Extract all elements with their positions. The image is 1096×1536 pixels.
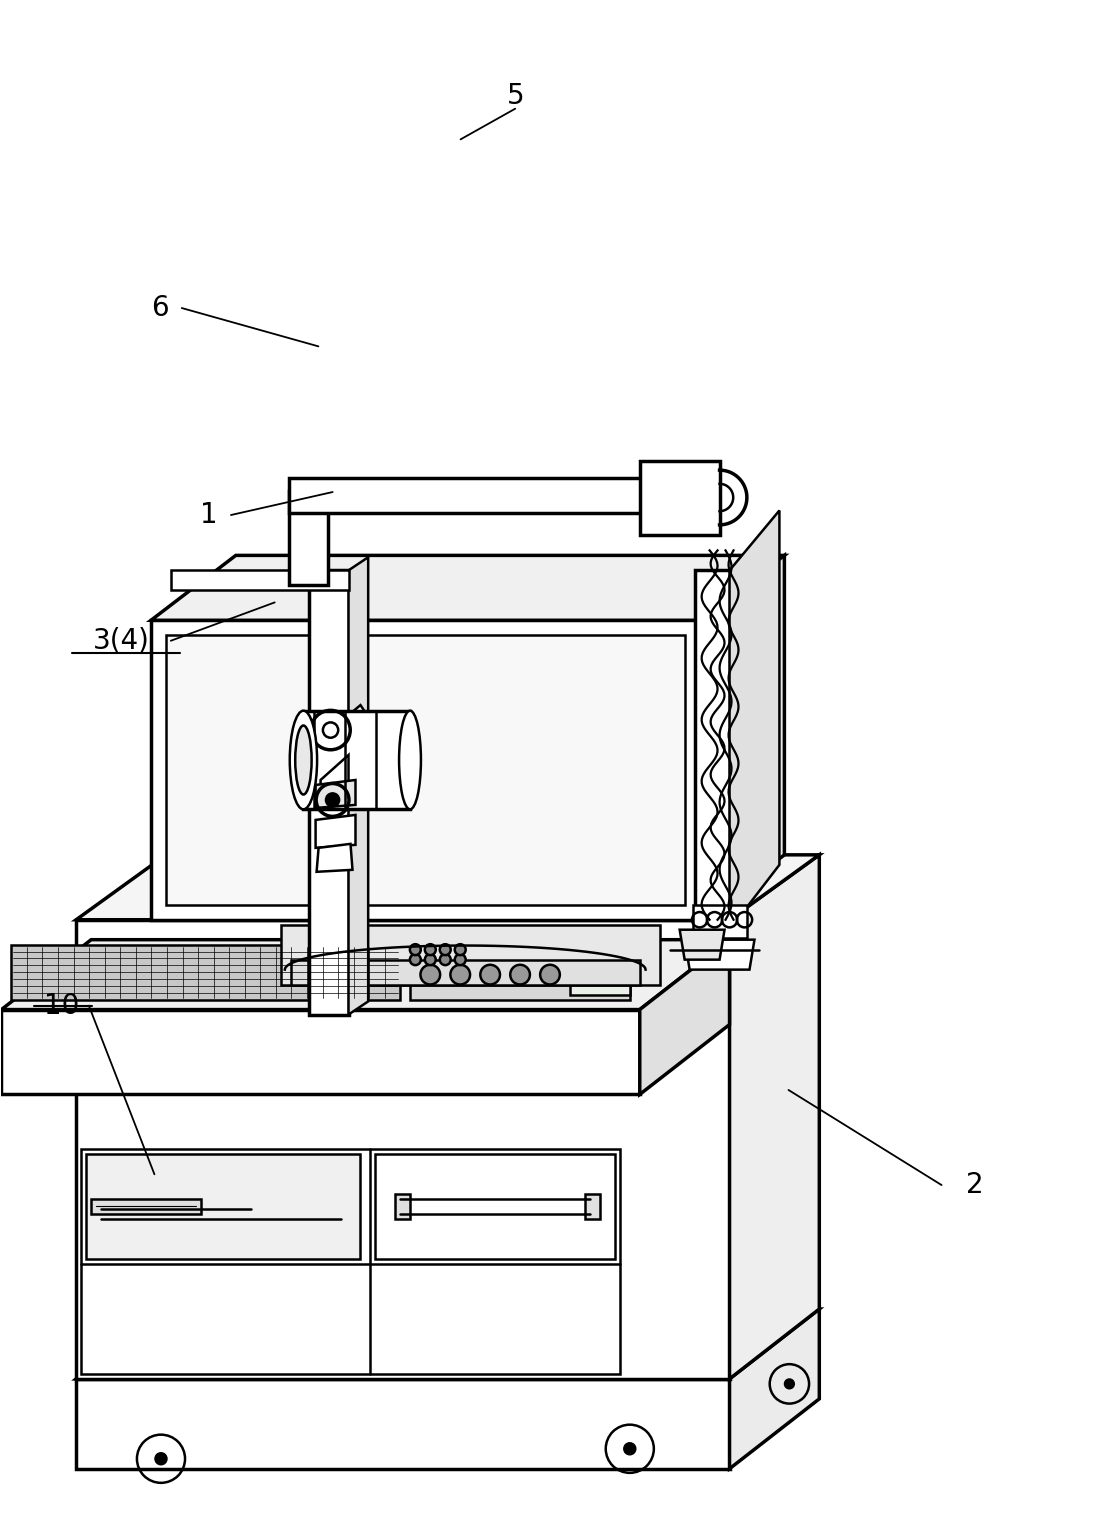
Circle shape — [425, 945, 436, 955]
Polygon shape — [680, 929, 724, 960]
Polygon shape — [730, 856, 820, 1379]
Circle shape — [410, 954, 421, 965]
Polygon shape — [640, 940, 730, 1095]
Polygon shape — [87, 1154, 361, 1260]
Polygon shape — [320, 756, 349, 809]
Bar — [570, 968, 630, 995]
Polygon shape — [585, 1193, 600, 1220]
Polygon shape — [165, 636, 685, 905]
Polygon shape — [81, 1149, 620, 1373]
Polygon shape — [685, 940, 754, 969]
Circle shape — [156, 1453, 167, 1464]
Circle shape — [439, 945, 450, 955]
Polygon shape — [396, 1193, 410, 1220]
Circle shape — [625, 1444, 636, 1455]
Polygon shape — [730, 510, 779, 929]
Polygon shape — [640, 461, 720, 536]
Polygon shape — [11, 945, 400, 1000]
Polygon shape — [77, 920, 730, 1379]
Polygon shape — [316, 816, 355, 848]
Polygon shape — [91, 1200, 201, 1213]
Circle shape — [439, 954, 450, 965]
Ellipse shape — [399, 711, 421, 809]
Polygon shape — [1, 940, 730, 1009]
Polygon shape — [695, 570, 730, 929]
Polygon shape — [151, 556, 785, 621]
Circle shape — [455, 954, 466, 965]
Text: 3(4): 3(4) — [93, 627, 150, 654]
Text: 6: 6 — [151, 293, 169, 323]
Polygon shape — [290, 960, 640, 985]
Text: 5: 5 — [506, 83, 524, 111]
Polygon shape — [309, 570, 349, 1015]
Polygon shape — [289, 478, 690, 513]
Polygon shape — [81, 925, 620, 1144]
Polygon shape — [699, 556, 785, 920]
Ellipse shape — [295, 725, 311, 794]
Polygon shape — [77, 856, 820, 920]
Circle shape — [410, 945, 421, 955]
Circle shape — [511, 965, 529, 985]
Polygon shape — [319, 705, 370, 756]
Polygon shape — [317, 843, 353, 872]
Polygon shape — [410, 945, 630, 1000]
Text: 1: 1 — [201, 501, 218, 528]
Polygon shape — [730, 1309, 820, 1468]
Polygon shape — [77, 1379, 730, 1468]
Text: 2: 2 — [966, 1170, 983, 1200]
Polygon shape — [281, 925, 660, 985]
Circle shape — [540, 965, 560, 985]
Text: 10: 10 — [44, 992, 79, 1020]
Polygon shape — [171, 570, 349, 590]
Polygon shape — [304, 711, 410, 809]
Circle shape — [455, 945, 466, 955]
Polygon shape — [376, 1154, 615, 1260]
Circle shape — [421, 965, 441, 985]
Circle shape — [450, 965, 470, 985]
Polygon shape — [151, 621, 699, 920]
Polygon shape — [289, 490, 329, 585]
Polygon shape — [349, 558, 368, 1015]
Polygon shape — [1, 1009, 640, 1095]
Circle shape — [480, 965, 500, 985]
Circle shape — [326, 794, 339, 806]
Ellipse shape — [289, 711, 317, 809]
Circle shape — [785, 1379, 794, 1389]
Polygon shape — [77, 1309, 820, 1379]
Circle shape — [425, 954, 436, 965]
Polygon shape — [693, 905, 747, 937]
Polygon shape — [316, 780, 355, 808]
